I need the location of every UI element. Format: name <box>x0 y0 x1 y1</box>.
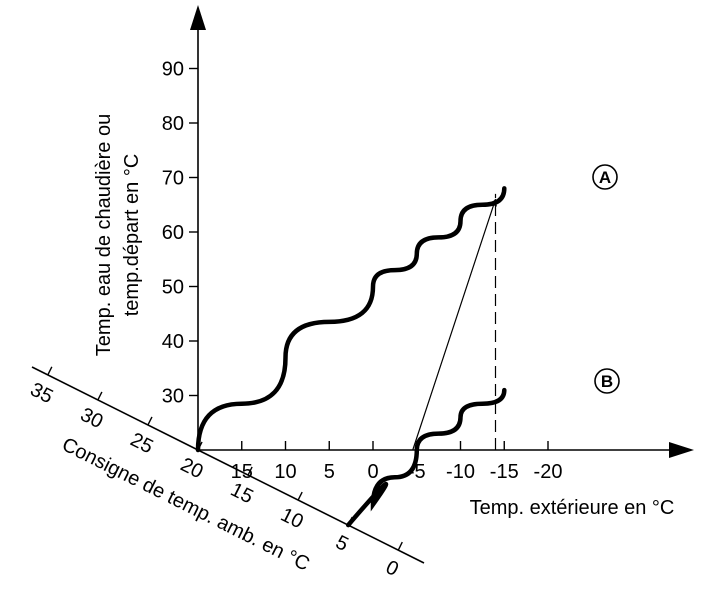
example-arrow <box>412 198 497 451</box>
series-a-marker: A <box>592 164 618 190</box>
x-axis-title: Temp. extérieure en °C <box>470 497 675 519</box>
y-tick-label: 90 <box>162 59 184 81</box>
z-tick-label: 25 <box>127 429 157 459</box>
z-tick-mark <box>397 541 403 551</box>
z-tick-mark <box>97 391 103 401</box>
series-a-line <box>195 186 507 453</box>
series-a-label: A <box>599 168 611 187</box>
z-tick-label: 0 <box>382 556 402 581</box>
z-tick-mark <box>297 491 303 501</box>
series-b-label: B <box>601 372 613 391</box>
y-tick-label: 30 <box>162 386 184 408</box>
z-tick-label: 35 <box>27 379 57 409</box>
y-axis-title-line2: temp.départ en °C <box>121 154 143 317</box>
y-tick-label: 40 <box>162 331 184 353</box>
y-tick-label: 50 <box>162 277 184 299</box>
y-axis-title-line1: Temp. eau de chaudière ou <box>93 114 115 356</box>
x-tick-label: -10 <box>446 461 475 483</box>
y-tick-label: 80 <box>162 113 184 135</box>
series-b-line <box>345 387 507 528</box>
x-axis-arrow-icon <box>669 442 694 458</box>
x-tick-label: 5 <box>324 461 335 483</box>
z-axis <box>31 366 199 451</box>
z-tick-label: 30 <box>77 404 107 434</box>
z-tick-label: 20 <box>177 454 207 484</box>
z-tick-label: 5 <box>332 531 352 556</box>
x-tick-label: -20 <box>534 461 563 483</box>
z-tick-mark <box>47 366 53 376</box>
z-axis-lower <box>197 449 425 564</box>
series-b-marker: B <box>594 368 620 394</box>
y-ticks: 30 40 50 60 70 80 90 <box>162 59 198 408</box>
z-tick-label: 15 <box>227 479 257 509</box>
y-tick-label: 70 <box>162 168 184 190</box>
y-axis-arrow-icon <box>190 5 206 30</box>
y-tick-label: 60 <box>162 222 184 244</box>
x-tick-label: 10 <box>274 461 296 483</box>
x-tick-label: -15 <box>490 461 519 483</box>
z-tick-label: 10 <box>277 504 307 534</box>
z-tick-mark <box>147 416 153 426</box>
x-ticks: 15 10 5 0 -5 -10 -15 -20 <box>231 441 563 483</box>
x-tick-label: 0 <box>367 461 378 483</box>
z-tick-mark <box>247 466 253 476</box>
x-tick-label: 15 <box>231 461 253 483</box>
